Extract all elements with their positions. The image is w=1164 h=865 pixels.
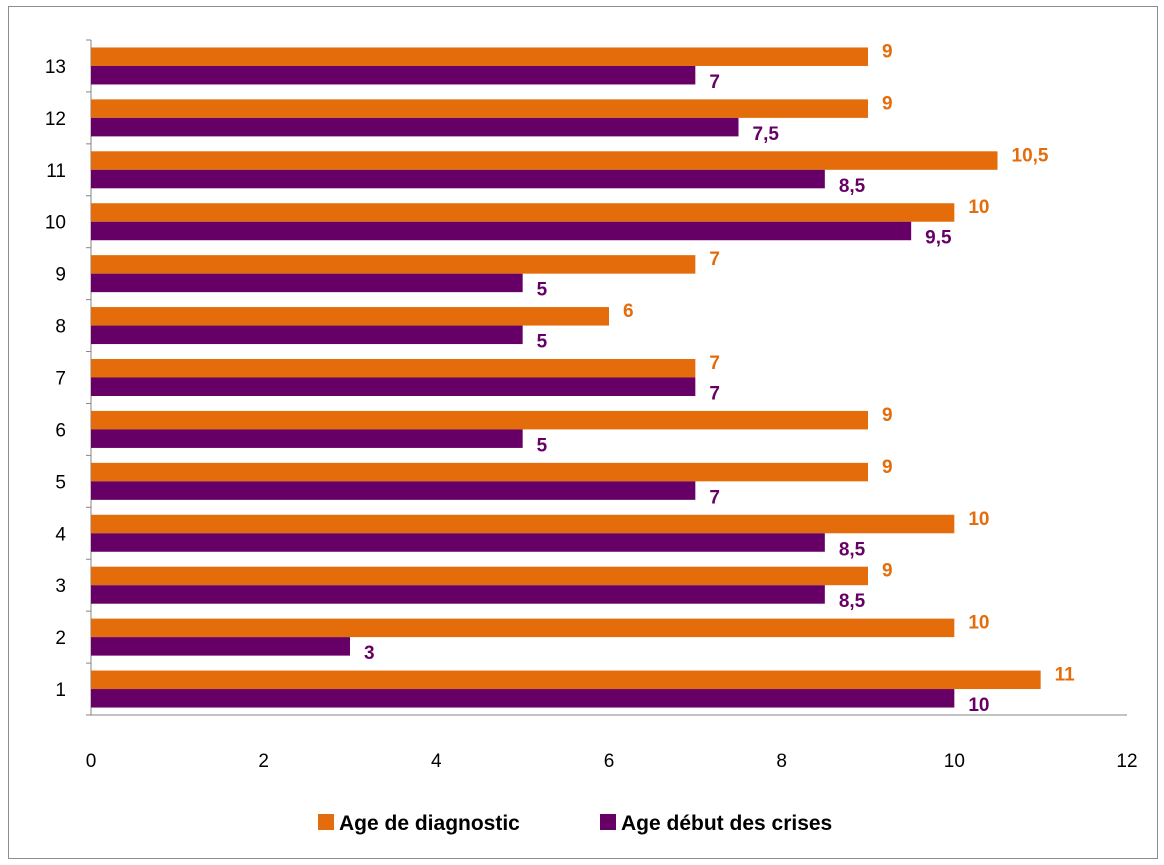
data-label: 9 xyxy=(882,41,893,62)
data-label: 7 xyxy=(709,487,720,508)
data-label: 6 xyxy=(623,301,634,322)
bar-age-debut-crises xyxy=(91,325,523,345)
bar-age-debut-crises xyxy=(91,221,912,241)
bar-age-debut-crises xyxy=(91,533,825,552)
data-label: 5 xyxy=(537,435,548,456)
x-tick-label: 12 xyxy=(1116,751,1137,772)
data-label: 5 xyxy=(537,280,548,301)
data-label: 10 xyxy=(968,197,989,218)
bar-age-diagnostic xyxy=(91,307,609,326)
data-label: 8,5 xyxy=(839,539,866,560)
data-label: 3 xyxy=(364,643,375,664)
data-label: 9,5 xyxy=(925,228,952,249)
x-tick-label: 6 xyxy=(604,751,615,772)
bar-age-diagnostic xyxy=(91,462,868,482)
data-label: 9 xyxy=(882,457,893,478)
bar-age-debut-crises xyxy=(91,429,523,448)
y-tick-label: 8 xyxy=(55,317,66,338)
bar-age-diagnostic xyxy=(91,514,955,534)
data-label: 10 xyxy=(968,509,989,530)
data-label: 8,5 xyxy=(839,176,866,197)
x-tick-label: 10 xyxy=(944,751,965,772)
x-tick-label: 2 xyxy=(258,751,269,772)
data-label: 9 xyxy=(882,405,893,426)
y-tick-label: 2 xyxy=(55,628,66,649)
bar-age-debut-crises xyxy=(91,637,350,656)
data-label: 7,5 xyxy=(753,124,780,145)
y-tick-label: 13 xyxy=(45,57,66,78)
y-tick-label: 10 xyxy=(45,213,66,234)
data-label: 9 xyxy=(882,93,893,114)
bar-age-diagnostic xyxy=(91,255,696,274)
data-label: 11 xyxy=(1055,665,1076,686)
bar-age-debut-crises xyxy=(91,481,696,500)
y-tick-label: 3 xyxy=(55,576,66,597)
bar-age-debut-crises xyxy=(91,169,825,189)
bar-age-diagnostic xyxy=(91,203,955,222)
bar-age-diagnostic xyxy=(91,410,868,430)
bar-age-diagnostic xyxy=(91,670,1041,690)
bar-age-diagnostic xyxy=(91,566,868,586)
bar-age-debut-crises xyxy=(91,117,739,137)
bar-age-debut-crises xyxy=(91,377,696,396)
legend-label: Age de diagnostic xyxy=(339,812,520,835)
bar-age-debut-crises xyxy=(91,585,825,604)
bar-age-diagnostic xyxy=(91,99,868,118)
bar-age-diagnostic xyxy=(91,359,696,378)
x-tick-label: 0 xyxy=(86,751,97,772)
bar-age-debut-crises xyxy=(91,65,696,85)
y-tick-label: 12 xyxy=(45,109,66,130)
y-tick-label: 4 xyxy=(55,524,66,545)
legend-label: Age début des crises xyxy=(621,812,832,835)
data-label: 7 xyxy=(709,353,720,374)
data-label: 7 xyxy=(709,249,720,270)
bar-age-debut-crises xyxy=(91,689,955,708)
legend-swatch xyxy=(600,814,616,830)
y-tick-label: 11 xyxy=(46,161,66,182)
bar-age-diagnostic xyxy=(91,618,955,638)
y-tick-label: 7 xyxy=(55,369,66,390)
data-label: 9 xyxy=(882,561,893,582)
x-tick-label: 4 xyxy=(431,751,442,772)
legend-swatch xyxy=(318,814,334,830)
y-tick-label: 1 xyxy=(55,680,66,701)
data-label: 10 xyxy=(968,695,989,716)
y-tick-label: 5 xyxy=(55,472,66,493)
y-tick-label: 9 xyxy=(55,265,66,286)
data-label: 8,5 xyxy=(839,591,866,612)
data-label: 7 xyxy=(709,72,720,93)
x-tick-label: 8 xyxy=(776,751,787,772)
data-label: 10 xyxy=(968,613,989,634)
data-label: 7 xyxy=(709,384,720,405)
bar-age-diagnostic xyxy=(91,151,998,170)
data-label: 5 xyxy=(537,332,548,353)
data-label: 10,5 xyxy=(1012,145,1049,166)
y-tick-label: 6 xyxy=(55,420,66,441)
bar-age-debut-crises xyxy=(91,273,523,293)
bar-age-diagnostic xyxy=(91,47,868,66)
